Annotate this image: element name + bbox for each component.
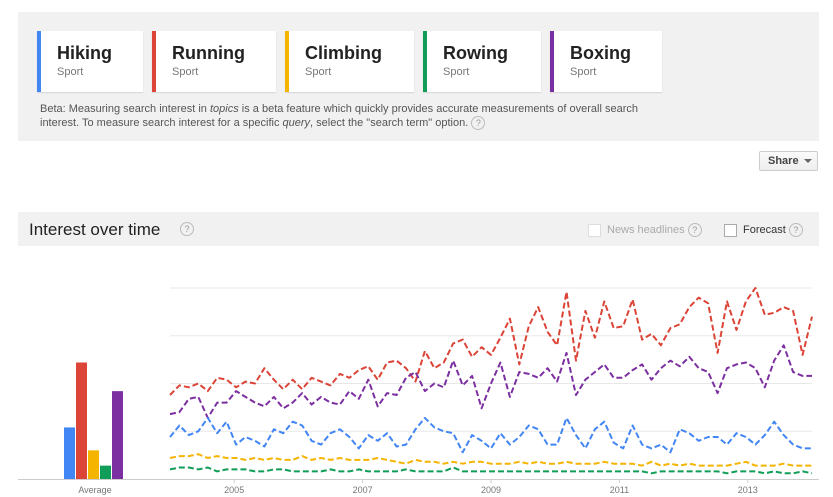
series-line-running (169, 287, 813, 396)
news-headlines-toggle[interactable]: News headlines ? (588, 223, 702, 237)
beta-text-2: is a beta feature which quickly provides… (40, 103, 638, 129)
beta-text-1: Beta: Measuring search interest in (40, 103, 210, 115)
beta-topics-word: topics (209, 103, 239, 115)
beta-query-word: query (282, 117, 311, 129)
topic-comparison-panel: Hiking Sport Running Sport Climbing Spor… (18, 12, 819, 141)
topic-card-rowing[interactable]: Rowing Sport (423, 31, 541, 92)
checkbox-icon[interactable] (588, 223, 601, 237)
average-bar-boxing (112, 391, 123, 479)
topic-category: Sport (305, 66, 332, 78)
forecast-toggle[interactable]: Forecast ? (724, 223, 803, 237)
series-line-boxing (169, 344, 812, 419)
x-tick-label: 2005 (224, 485, 244, 495)
average-bar-running (76, 362, 87, 479)
series-line-rowing (169, 466, 813, 475)
topic-name: Climbing (305, 43, 382, 63)
x-tick-label: 2013 (738, 485, 758, 495)
section-title: Interest over time (29, 220, 161, 239)
series-line-hiking (169, 416, 812, 454)
topic-name: Running (172, 43, 245, 63)
topic-category: Sport (172, 66, 199, 78)
checkbox-icon[interactable] (724, 223, 737, 237)
topic-category: Sport (570, 66, 597, 78)
help-icon[interactable]: ? (788, 223, 803, 237)
beta-notice: Beta: Measuring search interest in topic… (40, 102, 660, 131)
average-bar-hiking (64, 427, 75, 479)
x-tick-label: 2009 (481, 485, 501, 495)
average-label: Average (78, 485, 111, 495)
topic-card-running[interactable]: Running Sport (152, 31, 276, 92)
x-tick-label: 2011 (610, 485, 629, 495)
help-icon[interactable]: ? (180, 222, 194, 236)
topic-name: Hiking (57, 43, 113, 63)
topic-category: Sport (443, 66, 470, 78)
beta-text-3: , select the "search term" option. (310, 117, 469, 129)
chevron-down-icon (803, 159, 812, 164)
share-button[interactable]: Share (759, 151, 818, 171)
topic-card-boxing[interactable]: Boxing Sport (550, 31, 662, 92)
help-icon[interactable]: ? (687, 223, 702, 237)
average-bar-rowing (100, 465, 111, 479)
share-label: Share (768, 155, 799, 167)
topic-name: Rowing (443, 43, 508, 63)
help-icon[interactable]: ? (471, 116, 486, 131)
news-headlines-label: News headlines (607, 223, 685, 236)
x-tick-label: 2007 (353, 485, 373, 495)
series-line-climbing (169, 453, 812, 467)
topic-card-climbing[interactable]: Climbing Sport (285, 31, 414, 92)
topic-card-hiking[interactable]: Hiking Sport (37, 31, 143, 92)
topic-category: Sport (57, 66, 84, 78)
forecast-label: Forecast (743, 223, 786, 236)
interest-over-time-header: Interest over time ? News headlines ? Fo… (18, 212, 819, 246)
topic-name: Boxing (570, 43, 631, 63)
average-bar-climbing (88, 450, 99, 479)
